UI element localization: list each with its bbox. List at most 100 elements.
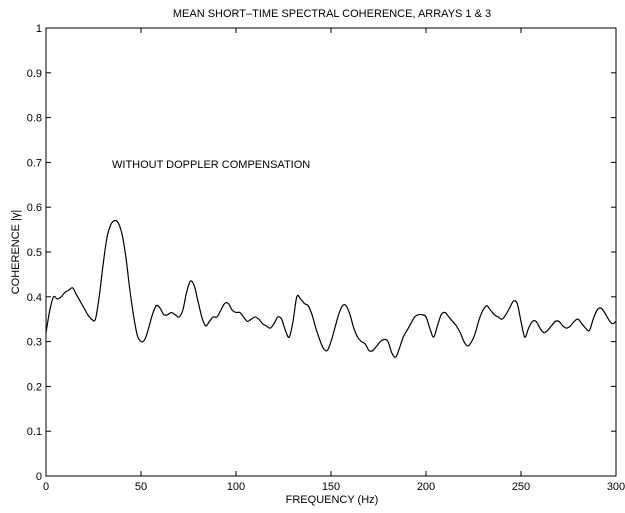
data-point <box>418 314 419 315</box>
data-point <box>144 339 145 340</box>
data-point <box>171 312 172 313</box>
data-point <box>175 314 176 315</box>
data-point <box>262 323 263 324</box>
data-point <box>441 314 442 315</box>
x-axis-label: FREQUENCY (Hz) <box>286 494 379 506</box>
data-point <box>80 301 81 302</box>
data-point <box>254 316 255 317</box>
data-point <box>547 330 548 331</box>
data-point <box>87 314 88 315</box>
data-point <box>524 337 525 338</box>
data-point <box>224 303 225 304</box>
data-point <box>83 307 84 308</box>
data-point <box>505 314 506 315</box>
data-point <box>91 319 92 320</box>
data-point <box>361 341 362 342</box>
data-point <box>330 341 331 342</box>
data-point <box>194 285 195 286</box>
data-point <box>304 303 305 304</box>
data-point <box>140 341 141 342</box>
data-point <box>209 321 210 322</box>
data-point <box>182 310 183 311</box>
data-point <box>437 325 438 326</box>
data-point <box>365 343 366 344</box>
data-point <box>593 319 594 320</box>
data-point <box>422 314 423 315</box>
data-point <box>380 341 381 342</box>
chart-title: MEAN SHORT–TIME SPECTRAL COHERENCE, ARRA… <box>173 8 491 20</box>
data-point <box>243 316 244 317</box>
data-point <box>327 350 328 351</box>
data-point <box>213 316 214 317</box>
y-tick-label: 0 <box>36 471 42 483</box>
data-point <box>106 238 107 239</box>
x-tick-label: 250 <box>512 481 530 493</box>
data-point <box>205 325 206 326</box>
data-point <box>118 222 119 223</box>
data-point <box>490 310 491 311</box>
data-point <box>156 305 157 306</box>
y-tick-label: 0.7 <box>27 157 42 169</box>
data-point <box>612 323 613 324</box>
data-point <box>570 325 571 326</box>
data-point <box>334 328 335 329</box>
data-point <box>53 296 54 297</box>
data-point <box>562 325 563 326</box>
data-point <box>403 337 404 338</box>
data-point <box>376 345 377 346</box>
data-point <box>125 256 126 257</box>
x-tick-label: 200 <box>417 481 435 493</box>
data-point <box>509 307 510 308</box>
data-point <box>167 314 168 315</box>
data-point <box>452 321 453 322</box>
x-tick-label: 300 <box>607 481 625 493</box>
data-point <box>517 303 518 304</box>
data-point <box>186 292 187 293</box>
y-tick-label: 0.4 <box>27 292 42 304</box>
data-point <box>433 337 434 338</box>
data-point <box>391 352 392 353</box>
data-point <box>289 337 290 338</box>
data-point <box>448 316 449 317</box>
data-point <box>444 312 445 313</box>
data-point <box>95 319 96 320</box>
data-point <box>349 314 350 315</box>
data-point <box>577 319 578 320</box>
data-point <box>543 332 544 333</box>
data-point <box>232 310 233 311</box>
y-tick-label: 0.1 <box>27 426 42 438</box>
data-point <box>520 321 521 322</box>
data-point <box>148 328 149 329</box>
data-point <box>346 305 347 306</box>
data-point <box>311 314 312 315</box>
data-point <box>475 332 476 333</box>
data-point <box>258 319 259 320</box>
y-tick-label: 0.9 <box>27 68 42 80</box>
data-point <box>456 325 457 326</box>
data-point <box>114 220 115 221</box>
data-point <box>68 289 69 290</box>
data-point <box>604 312 605 313</box>
data-point <box>555 321 556 322</box>
data-point <box>129 287 130 288</box>
data-point <box>133 314 134 315</box>
data-point <box>216 316 217 317</box>
data-point <box>425 316 426 317</box>
data-point <box>528 328 529 329</box>
data-point <box>429 328 430 329</box>
data-point <box>300 298 301 299</box>
data-point <box>536 321 537 322</box>
data-point <box>121 233 122 234</box>
data-point <box>76 294 77 295</box>
data-point <box>551 325 552 326</box>
data-point <box>110 225 111 226</box>
data-point <box>498 316 499 317</box>
data-point <box>395 357 396 358</box>
x-tick-label: 0 <box>43 481 49 493</box>
data-point <box>239 312 240 313</box>
data-point <box>501 319 502 320</box>
data-point <box>539 328 540 329</box>
x-axis: 0 50 100 150 200 250 300 <box>43 28 625 493</box>
data-point <box>99 296 100 297</box>
data-point <box>486 305 487 306</box>
